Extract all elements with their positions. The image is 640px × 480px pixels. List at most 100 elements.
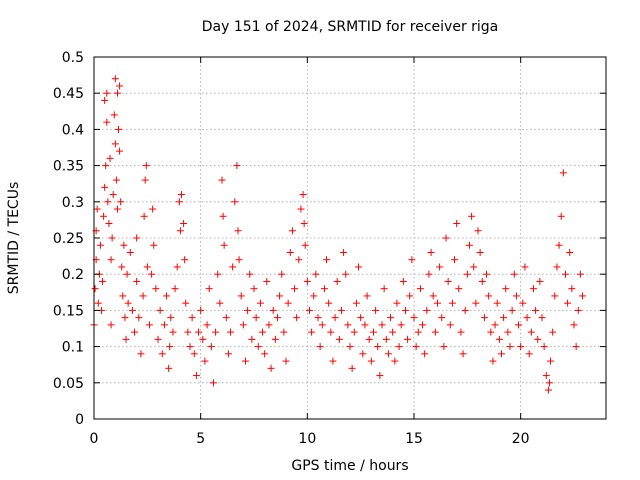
data-point xyxy=(154,335,162,343)
x-tick-label: 5 xyxy=(196,431,205,447)
data-point xyxy=(293,314,301,322)
data-point xyxy=(265,321,273,329)
data-point xyxy=(280,328,288,336)
data-point xyxy=(173,263,181,271)
data-point xyxy=(318,321,326,329)
data-point xyxy=(99,277,107,285)
data-point xyxy=(165,364,173,372)
data-point xyxy=(273,314,281,322)
data-point xyxy=(148,270,156,278)
data-point xyxy=(295,256,303,264)
data-point xyxy=(246,270,254,278)
data-point xyxy=(197,306,205,314)
data-point xyxy=(566,248,574,256)
data-point xyxy=(128,306,136,314)
data-point xyxy=(512,292,520,300)
data-point xyxy=(248,335,256,343)
data-point xyxy=(391,357,399,365)
data-point xyxy=(361,321,369,329)
y-tick-label: 0.2 xyxy=(62,267,84,283)
data-point xyxy=(355,263,363,271)
data-point xyxy=(143,263,151,271)
data-point xyxy=(337,306,345,314)
y-tick-label: 0.25 xyxy=(53,231,84,247)
data-points xyxy=(90,75,587,394)
data-point xyxy=(205,285,213,293)
data-point xyxy=(224,350,232,358)
data-point xyxy=(286,248,294,256)
data-point xyxy=(234,227,242,235)
data-point xyxy=(252,314,260,322)
data-point xyxy=(399,277,407,285)
data-point xyxy=(276,292,284,300)
data-point xyxy=(214,270,222,278)
data-point xyxy=(559,169,567,177)
data-point xyxy=(166,343,174,351)
data-point xyxy=(433,299,441,307)
data-point xyxy=(389,328,397,336)
data-point xyxy=(184,328,192,336)
data-point xyxy=(517,343,525,351)
data-point xyxy=(369,328,377,336)
x-tick-label: 10 xyxy=(298,431,316,447)
data-point xyxy=(459,350,467,358)
data-point xyxy=(212,328,220,336)
data-point xyxy=(244,306,252,314)
data-point xyxy=(177,191,185,199)
data-point xyxy=(344,321,352,329)
data-point xyxy=(340,248,348,256)
data-point xyxy=(259,328,267,336)
data-point xyxy=(387,314,395,322)
data-point xyxy=(160,321,168,329)
data-point xyxy=(139,292,147,300)
data-point xyxy=(108,234,116,242)
data-point xyxy=(406,292,414,300)
data-point xyxy=(201,357,209,365)
data-point xyxy=(425,270,433,278)
data-point xyxy=(553,263,561,271)
data-point xyxy=(495,335,503,343)
y-axis-label: SRMTID / TECUs xyxy=(6,182,22,295)
data-point xyxy=(142,162,150,170)
data-point xyxy=(175,198,183,206)
data-point xyxy=(352,299,360,307)
data-point xyxy=(181,256,189,264)
data-point xyxy=(121,314,129,322)
data-point xyxy=(305,306,313,314)
data-point xyxy=(457,328,465,336)
data-point xyxy=(117,198,125,206)
data-point xyxy=(110,111,118,119)
y-tick-label: 0.35 xyxy=(53,159,84,175)
data-point xyxy=(282,357,290,365)
data-point xyxy=(436,263,444,271)
data-point xyxy=(113,205,121,213)
data-point xyxy=(188,314,196,322)
data-point xyxy=(455,285,463,293)
data-point xyxy=(401,306,409,314)
data-point xyxy=(102,162,110,170)
data-point xyxy=(325,299,333,307)
data-point xyxy=(427,248,435,256)
x-axis: 0 5 10 15 20 xyxy=(90,57,530,447)
data-point xyxy=(329,357,337,365)
data-point xyxy=(195,328,203,336)
data-point xyxy=(323,256,331,264)
data-point xyxy=(372,306,380,314)
data-point xyxy=(487,328,495,336)
data-point xyxy=(291,285,299,293)
data-point xyxy=(122,335,130,343)
data-point xyxy=(109,191,117,199)
data-point xyxy=(96,241,104,249)
data-point xyxy=(374,343,382,351)
data-point xyxy=(303,277,311,285)
data-point xyxy=(141,176,149,184)
data-point xyxy=(300,220,308,228)
data-point xyxy=(101,183,109,191)
data-point xyxy=(576,270,584,278)
data-point xyxy=(235,256,243,264)
data-point xyxy=(451,256,459,264)
data-point xyxy=(485,292,493,300)
data-point xyxy=(297,205,305,213)
data-point xyxy=(314,314,322,322)
